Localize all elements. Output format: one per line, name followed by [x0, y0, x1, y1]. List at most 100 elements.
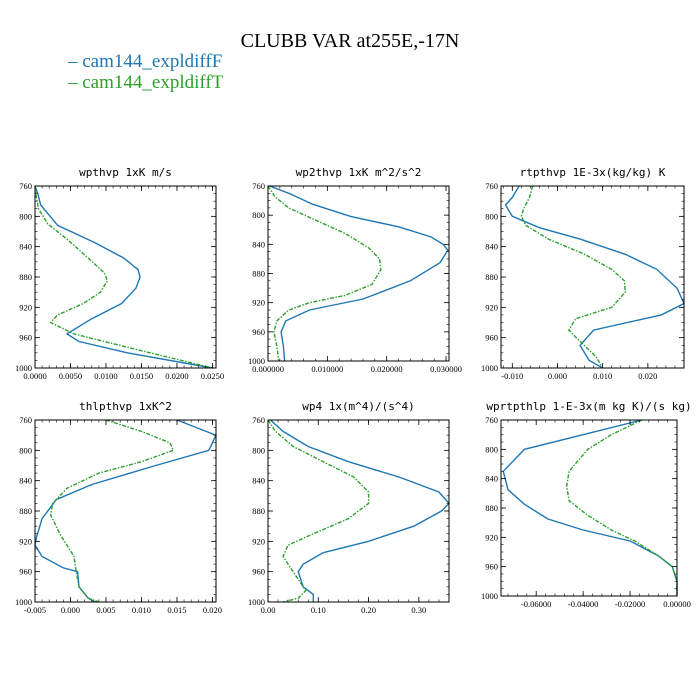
y-tick-label: 960 — [19, 333, 32, 343]
plot-frame — [267, 419, 450, 603]
x-tick-label: 0.0000 — [23, 371, 46, 381]
panel-title: wprtpthlp 1-E-3x(m kg K)/(s kg) — [486, 400, 691, 413]
x-tick-label: 0.000 — [548, 371, 567, 381]
x-tick-label: -0.010 — [501, 371, 523, 381]
series-line-1 — [34, 419, 217, 603]
x-tick-label: 0.020 — [203, 605, 222, 615]
x-tick-label: 0.005 — [96, 605, 115, 615]
x-tick-label: 0.00000 — [663, 599, 691, 609]
x-tick-label: 0.030000 — [430, 364, 462, 374]
y-tick-label: 800 — [252, 445, 265, 455]
x-tick-label: 0.0250 — [201, 371, 224, 381]
x-tick-label: 0.20 — [361, 605, 376, 615]
plot-frame — [34, 185, 217, 369]
legend-line-icon: – — [68, 51, 83, 72]
y-tick-label: 920 — [485, 532, 498, 542]
y-tick-label: 840 — [19, 476, 32, 486]
y-tick-label: 800 — [19, 211, 32, 221]
panel-title: wpthvp 1xK m/s — [79, 166, 172, 179]
y-tick-label: 1000 — [248, 597, 265, 607]
y-tick-label: 760 — [252, 181, 265, 191]
chart-panel-4: thlpthvp 1xK^2 760 800 840 880 920 960 1000-0.0… — [15, 400, 222, 615]
legend-entry-2: – cam144_expldiffT — [68, 72, 223, 94]
series-line-1 — [270, 419, 450, 602]
legend-line-icon: – — [68, 72, 83, 93]
y-tick-label: 840 — [485, 242, 498, 252]
x-tick-label: -0.04000 — [568, 599, 598, 609]
series-line-1 — [269, 185, 449, 362]
y-tick-label: 880 — [19, 272, 32, 282]
series-line-1 — [504, 185, 685, 369]
y-tick-label: 760 — [252, 415, 265, 425]
series-line-2 — [267, 185, 382, 362]
x-tick-label: 0.020 — [638, 371, 657, 381]
x-tick-label: 0.0050 — [59, 371, 82, 381]
series-line-1 — [502, 419, 678, 596]
y-tick-label: 840 — [252, 239, 265, 249]
series-line-2 — [520, 185, 627, 369]
x-tick-label: 0.010000 — [311, 364, 343, 374]
y-tick-label: 920 — [485, 302, 498, 312]
panel-title: wp4 1x(m^4)/(s^4) — [302, 400, 415, 413]
plot-frame — [500, 419, 678, 597]
x-tick-label: -0.02000 — [615, 599, 645, 609]
y-tick-label: 960 — [252, 327, 265, 337]
y-tick-label: 960 — [485, 562, 498, 572]
x-tick-label: 0.10 — [311, 605, 326, 615]
x-tick-label: 0.000000 — [252, 364, 284, 374]
y-tick-label: 880 — [252, 269, 265, 279]
y-tick-label: 800 — [485, 211, 498, 221]
y-tick-label: 960 — [19, 567, 32, 577]
x-tick-label: 0.0200 — [165, 371, 188, 381]
y-tick-label: 960 — [252, 567, 265, 577]
x-tick-label: 0.00 — [261, 605, 276, 615]
series-line-2 — [267, 419, 370, 603]
y-tick-label: 1000 — [481, 591, 498, 601]
y-tick-label: 880 — [252, 506, 265, 516]
x-tick-label: -0.06000 — [521, 599, 551, 609]
chart-panel-5: wp4 1x(m^4)/(s^4)76080084088092096010000… — [248, 400, 450, 615]
y-tick-label: 920 — [252, 536, 265, 546]
x-tick-label: 0.0150 — [130, 371, 153, 381]
legend-entry-1: – cam144_expldiffF — [68, 51, 222, 73]
y-tick-label: 880 — [485, 272, 498, 282]
y-tick-label: 800 — [19, 445, 32, 455]
x-tick-label: 0.010 — [593, 371, 612, 381]
y-tick-label: 1000 — [248, 356, 265, 366]
panel-title: rtpthvp 1E-3x(kg/kg) K — [520, 166, 666, 179]
plot-frame — [500, 185, 685, 369]
chart-panel-3: rtpthvp 1E-3x(kg/kg) K 760 800 840 880 920 960… — [481, 166, 685, 381]
series-line-2 — [565, 419, 678, 596]
series-line-1 — [34, 185, 213, 369]
y-tick-label: 920 — [252, 298, 265, 308]
series-line-2 — [49, 419, 175, 603]
y-tick-label: 760 — [485, 415, 498, 425]
y-tick-label: 760 — [19, 181, 32, 191]
y-tick-label: 880 — [19, 506, 32, 516]
y-tick-label: 960 — [485, 333, 498, 343]
x-tick-label: 0.30 — [411, 605, 426, 615]
y-tick-label: 1000 — [15, 597, 32, 607]
chart-panel-2: wp2thvp 1xK m^2/s^2 760 800 840 880 920 960 100… — [248, 166, 462, 374]
y-tick-label: 1000 — [15, 363, 32, 373]
x-tick-label: 0.020000 — [371, 364, 403, 374]
y-tick-label: 800 — [485, 444, 498, 454]
chart-panel-6: wprtpthlp 1-E-3x(m kg K)/(s kg) 760 800 840… — [481, 400, 692, 609]
y-tick-label: 920 — [19, 536, 32, 546]
panel-title: wp2thvp 1xK m^2/s^2 — [296, 166, 422, 179]
series-line-2 — [34, 185, 213, 369]
panel-title: thlpthvp 1xK^2 — [79, 400, 172, 413]
y-tick-label: 840 — [485, 474, 498, 484]
y-tick-label: 760 — [19, 415, 32, 425]
plot-frame — [34, 419, 217, 603]
y-tick-label: 800 — [252, 210, 265, 220]
chart-panel-1: wpthvp 1xK m/s76080084088092096010000.00… — [15, 166, 224, 381]
x-tick-label: 0.000 — [61, 605, 80, 615]
y-tick-label: 840 — [19, 242, 32, 252]
x-tick-label: 0.0100 — [94, 371, 117, 381]
legend-label-1: cam144_expldiffF — [82, 51, 223, 72]
y-tick-label: 840 — [252, 476, 265, 486]
y-tick-label: 1000 — [481, 363, 498, 373]
